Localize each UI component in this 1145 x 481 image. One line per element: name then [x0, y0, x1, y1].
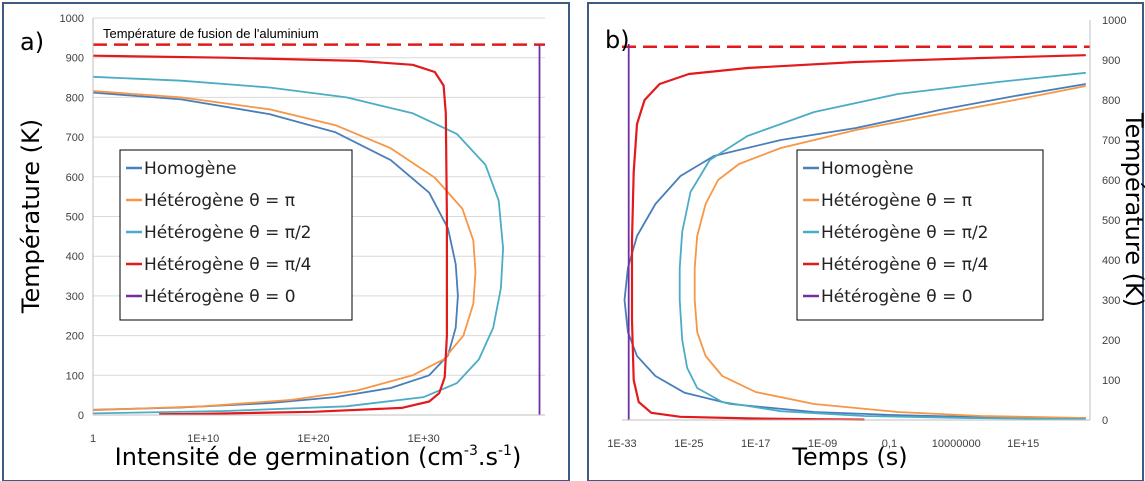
- b-y-tick-800: 800: [1102, 95, 1120, 107]
- b-x-tick-1e-15: 1E+15: [1007, 438, 1039, 450]
- b-series-heterogene-theta-pi-4: [630, 54, 1086, 421]
- panel-a-x-tick-labels: 1 1E+10 1E+20 1E+30: [90, 433, 440, 445]
- b-legend-box: [796, 149, 1044, 321]
- b-legend-label-heterogene-theta-0: Hétérogène θ = 0: [821, 287, 973, 307]
- a-legend-label-heterogene-theta-pi: Hétérogène θ = π: [144, 191, 295, 211]
- a-y-tick-400: 400: [66, 251, 84, 263]
- b-x-tick-1e-09: 1E-09: [808, 438, 837, 450]
- a-x-tick-1e-10: 1E+10: [187, 433, 219, 445]
- b-y-tick-400: 400: [1102, 255, 1120, 267]
- a-legend-label-heterogene-theta-0: Hétérogène θ = 0: [144, 287, 296, 307]
- b-y-tick-0: 0: [1102, 415, 1108, 427]
- b-series-homogene: [623, 83, 1086, 419]
- a-y-tick-100: 100: [66, 370, 84, 382]
- b-series-heterogene-theta-pi: [693, 85, 1086, 419]
- a-y-tick-1000: 1000: [60, 13, 84, 25]
- panel-b-y-axis-label: Température (K): [1120, 112, 1145, 307]
- melting-point-annotation: Température de fusion de l'aluminium: [103, 26, 319, 41]
- panel-a-y-tick-labels: 0 100 200 300 400 500 600 700 800 900 1000: [60, 13, 84, 422]
- panel-b-legend: Homogène Hétérogène θ = π Hétérogène θ = π…: [796, 149, 1044, 321]
- a-legend-box: [119, 149, 353, 321]
- x-label-main: Intensité de germination (cm: [115, 443, 464, 471]
- a-y-tick-700: 700: [66, 132, 84, 144]
- a-series-heterogene-theta-pi: [92, 90, 477, 412]
- b-legend-label-heterogene-theta-pi: Hétérogène θ = π: [821, 191, 972, 211]
- b-x-tick-0-1: 0,1: [882, 438, 897, 450]
- a-y-tick-600: 600: [66, 172, 84, 184]
- x-label-mid: .s: [478, 443, 498, 471]
- a-series-heterogene-theta-pi-4: [92, 54, 448, 416]
- a-series-heterogene-theta-pi-2: [92, 75, 504, 415]
- a-y-tick-200: 200: [66, 331, 84, 343]
- panel-b-label: b): [605, 26, 630, 54]
- b-y-tick-100: 100: [1102, 375, 1120, 387]
- b-x-tick-1e-25: 1E-25: [674, 438, 703, 450]
- b-legend-label-homogene: Homogène: [821, 159, 914, 179]
- b-y-tick-300: 300: [1102, 295, 1120, 307]
- panel-a-legend: Homogène Hétérogène θ = π Hétérogène θ = π…: [119, 149, 353, 321]
- b-x-tick-1e-17: 1E-17: [741, 438, 770, 450]
- panel-b-x-tick-labels: 1E-33 1E-25 1E-17 1E-09 0,1 10000000 1E+15: [607, 438, 1039, 450]
- b-y-tick-200: 200: [1102, 335, 1120, 347]
- b-y-tick-900: 900: [1102, 55, 1120, 67]
- b-legend-label-heterogene-theta-pi-4: Hétérogène θ = π/4: [821, 255, 989, 275]
- a-series-homogene: [92, 91, 459, 411]
- a-legend-label-heterogene-theta-pi-4: Hétérogène θ = π/4: [144, 255, 312, 275]
- a-y-tick-300: 300: [66, 291, 84, 303]
- b-y-tick-600: 600: [1102, 175, 1120, 187]
- b-series-heterogene-theta-pi-2: [678, 71, 1086, 421]
- panel-b-series: [622, 44, 1090, 421]
- panel-a-x-axis-label: Intensité de germination (cm-3.s-1): [115, 443, 522, 471]
- a-y-tick-500: 500: [66, 212, 84, 224]
- b-x-tick-1e-33: 1E-33: [607, 438, 636, 450]
- b-x-tick-10000000: 10000000: [932, 438, 981, 450]
- panel-a-series: [92, 43, 545, 416]
- a-x-tick-1e-20: 1E+20: [297, 433, 329, 445]
- a-legend-label-homogene: Homogène: [144, 159, 237, 179]
- a-x-tick-1e-30: 1E+30: [408, 433, 440, 445]
- b-y-tick-500: 500: [1102, 215, 1120, 227]
- b-y-tick-1000: 1000: [1102, 15, 1126, 27]
- panel-a-y-axis-label: Température (K): [17, 119, 45, 314]
- a-x-tick-1: 1: [90, 433, 96, 445]
- b-legend-label-heterogene-theta-pi-2: Hétérogène θ = π/2: [821, 223, 989, 243]
- a-y-tick-900: 900: [66, 53, 84, 65]
- x-label-end: ): [512, 443, 521, 471]
- a-y-tick-800: 800: [66, 92, 84, 104]
- a-y-tick-0: 0: [78, 410, 84, 422]
- x-label-sup2: -1: [498, 443, 512, 459]
- b-y-tick-700: 700: [1102, 135, 1120, 147]
- a-legend-label-heterogene-theta-pi-2: Hétérogène θ = π/2: [144, 223, 312, 243]
- panel-b-y-tick-labels: 0 100 200 300 400 500 600 700 800 900 1000: [1102, 15, 1126, 427]
- panel-b-x-axis-label: Temps (s): [791, 443, 907, 471]
- panel-a-label: a): [20, 28, 44, 56]
- x-label-sup1: -3: [464, 443, 478, 459]
